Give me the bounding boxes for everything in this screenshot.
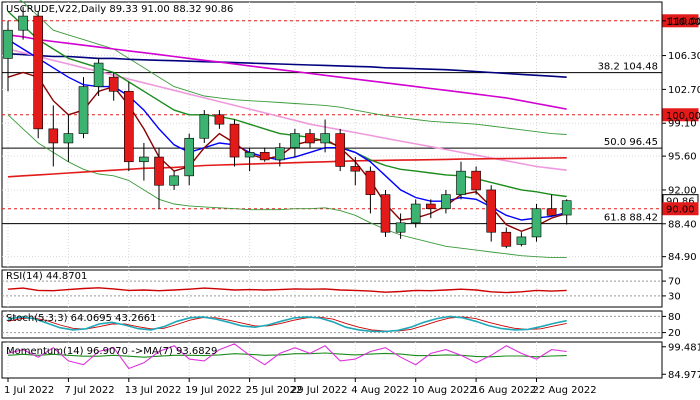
candle-body-28 bbox=[425, 203, 436, 210]
price-box-label-2: 90.86 bbox=[666, 197, 695, 208]
x-tick-label-3: 19 Jul 2022 bbox=[185, 385, 242, 396]
price-box-1 bbox=[662, 108, 699, 122]
momentum-main-line bbox=[7, 343, 567, 370]
panel-frame-main bbox=[1, 1, 663, 268]
candle-body-16 bbox=[244, 152, 255, 158]
main-y-tick-label-2: 102.70 bbox=[668, 85, 700, 96]
ma-navy-line bbox=[7, 52, 567, 78]
candle-body-12 bbox=[184, 137, 194, 177]
candle-body-0 bbox=[3, 29, 13, 59]
candle-body-29 bbox=[441, 194, 451, 210]
candle-body-18 bbox=[274, 147, 285, 161]
candle-body-37 bbox=[561, 200, 572, 216]
candle-body-11 bbox=[169, 175, 179, 186]
candle-body-10 bbox=[154, 156, 164, 186]
candle-body-25 bbox=[380, 194, 391, 233]
momentum-title: Momentum(14) 96.9070 ->MA(7) 93.6829 bbox=[6, 346, 217, 357]
x-tick-label-4: 25 Jul 2022 bbox=[246, 385, 303, 396]
rsi-title: RSI(14) 44.8701 bbox=[6, 271, 87, 282]
main-y-tick-label-7: 84.90 bbox=[668, 252, 697, 263]
candle-body-14 bbox=[214, 114, 225, 125]
candle-body-1 bbox=[18, 15, 28, 31]
candle-body-4 bbox=[63, 133, 74, 144]
x-tick-label-2: 13 Jul 2022 bbox=[125, 385, 182, 396]
candles bbox=[3, 6, 572, 249]
momentum-y-tick-label-0: 99.4815 bbox=[668, 342, 700, 353]
candle-body-31 bbox=[471, 170, 481, 191]
main-y-tick-label-0: 110.00 bbox=[668, 16, 700, 27]
x-tick-label-0: 1 Jul 2022 bbox=[4, 385, 54, 396]
price-box-label-1: 100.00 bbox=[666, 111, 700, 122]
main-y-tick-label-6: 88.40 bbox=[668, 219, 697, 230]
candle-body-13 bbox=[199, 114, 210, 139]
band-upper-line bbox=[19, 0, 567, 135]
band-lower-line bbox=[7, 114, 567, 259]
candle-body-6 bbox=[93, 62, 104, 87]
indicator-lines bbox=[7, 0, 567, 370]
candle-body-5 bbox=[78, 86, 89, 134]
x-tick-label-7: 10 Aug 2022 bbox=[412, 385, 476, 396]
x-tick-label-9: 22 Aug 2022 bbox=[533, 385, 597, 396]
rsi-y-tick-label-1: 30 bbox=[668, 291, 681, 302]
panel-frame-mom bbox=[1, 341, 663, 379]
candle-body-20 bbox=[305, 133, 315, 144]
momentum-signal-line bbox=[7, 352, 567, 358]
stoch-y-tick-label-1: 20 bbox=[668, 328, 681, 339]
main-y-tick-label-4: 95.60 bbox=[668, 152, 697, 163]
candle-body-24 bbox=[365, 170, 376, 195]
price-box-3 bbox=[662, 202, 699, 216]
x-tick-label-8: 16 Aug 2022 bbox=[472, 385, 536, 396]
candle-body-15 bbox=[229, 123, 240, 158]
candle-body-36 bbox=[546, 208, 557, 216]
momentum-y-tick-label-1: 84.9779 bbox=[668, 370, 700, 381]
candle-body-9 bbox=[139, 156, 149, 163]
stoch-signal-line bbox=[7, 316, 567, 332]
candle-body-33 bbox=[501, 231, 512, 247]
price-box-label-0: 110.00 bbox=[666, 17, 700, 28]
x-tick-label-6: 4 Aug 2022 bbox=[351, 385, 409, 396]
panel-frame-stoch bbox=[1, 310, 663, 339]
main-chart-title: USCRUDE,V22,Daily 89.33 91.00 88.32 90.8… bbox=[6, 4, 233, 15]
main-y-tick-label-5: 92.00 bbox=[668, 185, 697, 196]
candle-body-8 bbox=[124, 90, 134, 163]
candle-body-34 bbox=[516, 236, 527, 245]
candle-body-30 bbox=[456, 170, 466, 195]
price-box-label-3: 90.00 bbox=[666, 205, 695, 216]
x-tick-label-5: 29 Jul 2022 bbox=[291, 385, 348, 396]
candle-body-7 bbox=[108, 76, 119, 92]
candle-body-22 bbox=[335, 133, 346, 167]
x-tick-label-1: 7 Jul 2022 bbox=[64, 385, 114, 396]
candle-body-32 bbox=[486, 189, 497, 233]
main-y-tick-label-1: 106.30 bbox=[668, 51, 700, 62]
level-label-5: 61.8 88.42 bbox=[604, 213, 658, 224]
stoch-title: Stoch(5,3,3) 64.0695 43.2661 bbox=[6, 313, 157, 324]
panel-frame-rsi bbox=[1, 269, 663, 308]
ma-red-line bbox=[7, 157, 567, 178]
candle-body-2 bbox=[33, 15, 44, 130]
ma-magenta-line bbox=[7, 34, 567, 110]
rsi-line bbox=[7, 287, 567, 294]
rsi-y-tick-label-0: 70 bbox=[668, 277, 681, 288]
candle-body-21 bbox=[320, 133, 330, 144]
main-y-tick-label-3: 99.10 bbox=[668, 119, 697, 130]
candle-body-26 bbox=[395, 222, 406, 233]
candle-body-3 bbox=[48, 128, 59, 144]
candle-body-23 bbox=[350, 166, 361, 172]
candle-body-27 bbox=[410, 203, 421, 224]
level-label-3: 50.0 96.45 bbox=[604, 137, 658, 148]
candle-body-17 bbox=[259, 152, 270, 161]
candle-body-35 bbox=[531, 208, 542, 238]
y-tick-labels: 110.00 106.30 102.70 99.10 95.60 92.00 88.40 84… bbox=[662, 16, 700, 381]
ma-maroon-line bbox=[7, 71, 567, 233]
level-label-1: 38.2 104.48 bbox=[598, 62, 658, 73]
x-tick-labels: 1 Jul 2022 7 Jul 2022 13 Jul 2022 19 Jul 20… bbox=[4, 378, 597, 396]
candle-body-19 bbox=[290, 133, 300, 148]
stoch-main-line bbox=[7, 315, 567, 333]
stoch-y-tick-label-0: 80 bbox=[668, 312, 681, 323]
